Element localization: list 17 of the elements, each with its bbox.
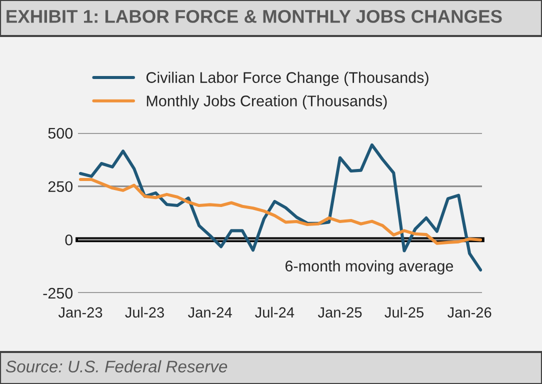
y-tick-label: 0 <box>65 234 73 246</box>
x-tick-label: Jul-25 <box>384 306 424 318</box>
x-tick-label: Jan-26 <box>448 307 492 318</box>
x-tick-label: Jul-23 <box>125 306 164 318</box>
source-note: Source: U.S. Federal Reserve <box>6 360 228 372</box>
x-tick-label: Jan-23 <box>58 307 102 318</box>
chart-title: EXHIBIT 1: LABOR FORCE & MONTHLY JOBS CHANGES <box>6 10 502 23</box>
legend-label: Civilian Labor Force Change (Thousands) <box>146 72 428 86</box>
line-series <box>78 178 482 245</box>
y-tick-label: -250 <box>43 288 73 299</box>
y-tick-label: 500 <box>48 128 73 139</box>
legend-label: Monthly Jobs Creation (Thousands) <box>146 95 387 110</box>
x-tick-label: Jul-24 <box>255 306 294 318</box>
x-tick-label: Jan-25 <box>318 307 362 318</box>
y-tick-label: 250 <box>48 181 73 192</box>
annotation: 6-month moving average <box>286 260 454 275</box>
x-tick-label: Jan-24 <box>188 307 232 318</box>
